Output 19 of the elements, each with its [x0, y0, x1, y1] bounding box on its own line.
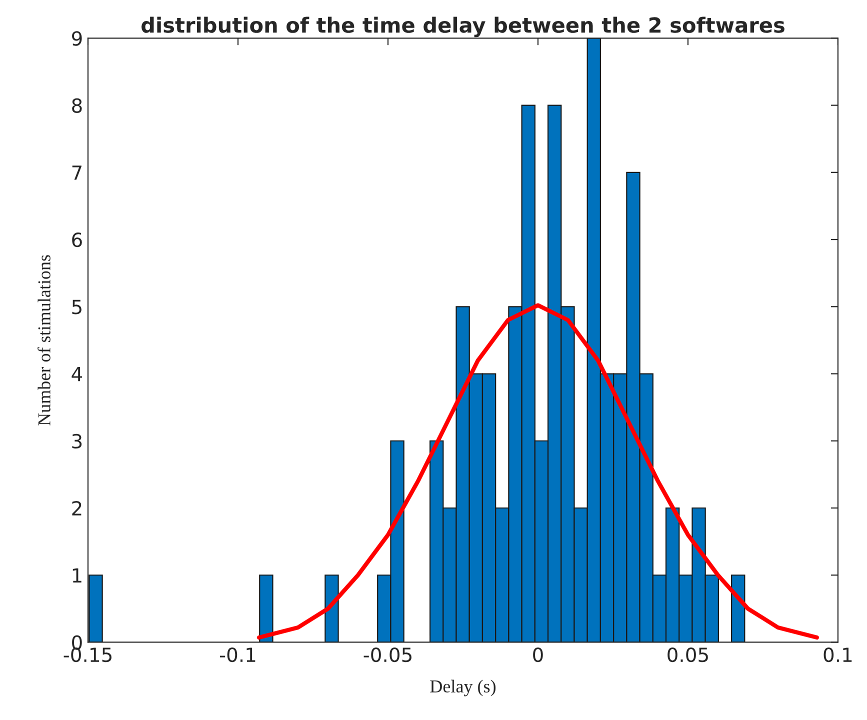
- y-tick-label: 6: [72, 232, 82, 248]
- y-tick-label: 3: [72, 434, 82, 449]
- x-tick-label: -0.15: [64, 647, 112, 662]
- y-tick-label: 7: [72, 166, 82, 180]
- x-tick-label: -0.05: [364, 647, 412, 662]
- y-tick-label: 8: [72, 98, 82, 113]
- y-tick-label: 1: [72, 568, 82, 583]
- y-tick-label: 2: [72, 500, 82, 516]
- y-axis-title: Number of stimulations: [38, 255, 50, 426]
- y-tick-label: 4: [72, 366, 82, 382]
- x-axis-title: Delay (s): [430, 680, 496, 696]
- y-tick-label: 5: [72, 300, 82, 314]
- x-tick-label: 0.05: [668, 647, 708, 662]
- x-tick-label: -0.1: [220, 647, 256, 662]
- x-tick-label: 0.1: [824, 647, 852, 662]
- line-series: [256, 303, 820, 640]
- y-tick-label: 9: [72, 31, 82, 46]
- chart-title: distribution of the time delay between the 2 softwares: [141, 16, 784, 38]
- x-tick-label: 0: [533, 647, 543, 662]
